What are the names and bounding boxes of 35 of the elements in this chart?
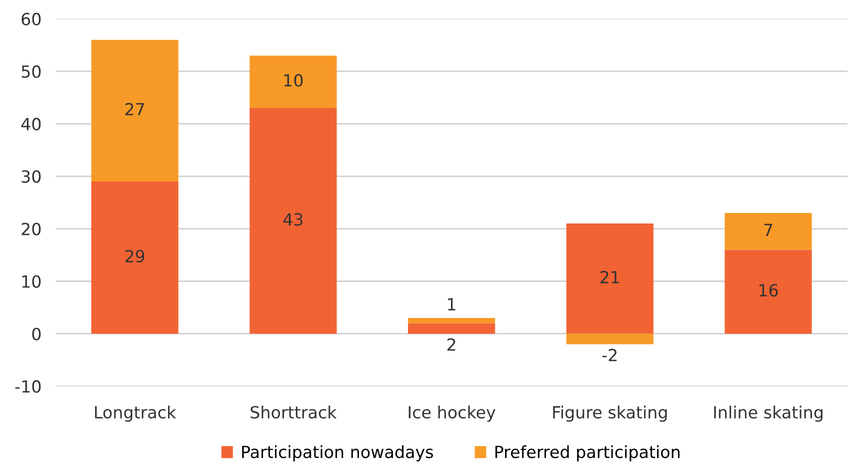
data-label: -2 — [602, 348, 617, 362]
legend-label: Participation nowadays — [242, 445, 433, 462]
data-label: 7 — [764, 224, 772, 236]
bar — [566, 334, 654, 344]
bar — [91, 40, 178, 182]
bar — [250, 108, 337, 334]
y-tick-label: 50 — [22, 65, 41, 78]
bar — [91, 182, 178, 334]
y-tick-label: 60 — [22, 12, 41, 26]
bar — [724, 213, 812, 250]
bar — [408, 318, 496, 324]
x-tick-label: Longtrack — [95, 406, 176, 422]
data-label: 27 — [125, 102, 144, 116]
data-label: 21 — [600, 270, 619, 284]
bar — [250, 56, 337, 108]
bar — [724, 250, 812, 334]
bar — [566, 224, 654, 334]
x-tick-label: Inline skating — [714, 406, 822, 422]
data-label: 2 — [447, 338, 456, 351]
y-tick-label: -10 — [15, 380, 41, 393]
y-tick-label: 40 — [21, 118, 41, 130]
data-label: 29 — [125, 250, 144, 262]
data-label: 1 — [448, 298, 456, 310]
data-label: 10 — [284, 74, 303, 87]
x-tick-label: Figure skating — [553, 406, 667, 422]
y-tick-label: 0 — [32, 328, 41, 340]
x-tick-label: Shorttrack — [250, 406, 337, 419]
y-tick-label: 30 — [22, 170, 41, 183]
x-tick-label: Ice hockey — [408, 406, 496, 422]
y-tick-label: 10 — [22, 275, 41, 288]
y-tick-label: 20 — [22, 222, 41, 236]
data-label: 43 — [283, 213, 302, 226]
legend-label: Preferred participation — [495, 445, 680, 462]
data-label: 16 — [759, 284, 778, 297]
bar — [408, 323, 496, 334]
